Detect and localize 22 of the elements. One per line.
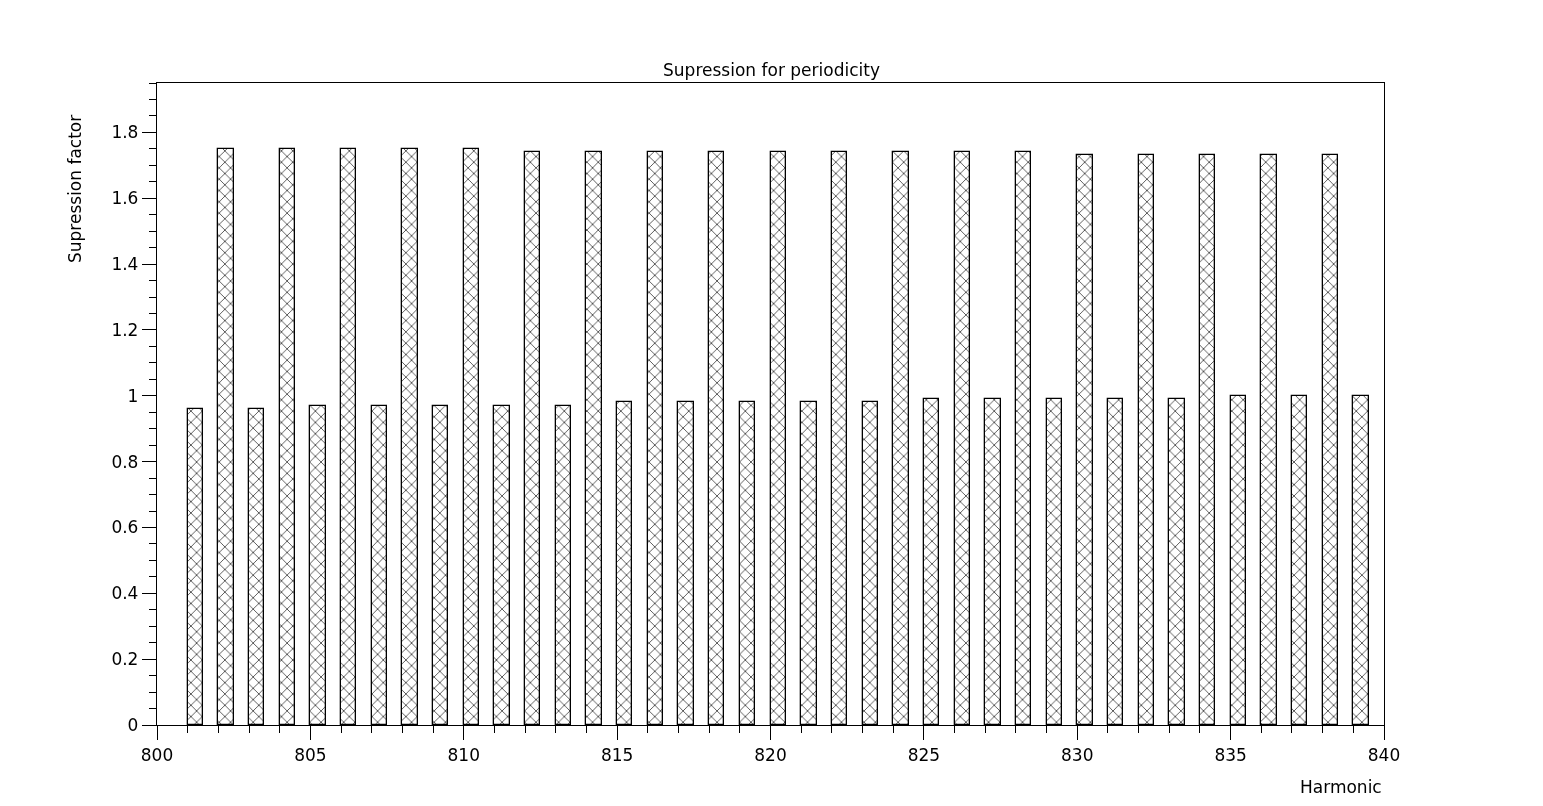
x-tick-label: 825 [907, 744, 941, 765]
y-tick-label: 1.6 [111, 188, 139, 209]
y-tick-label: 0.4 [111, 583, 139, 604]
x-axis-title: Harmonic [1300, 777, 1382, 797]
x-tick-label: 835 [1214, 744, 1247, 765]
y-axis-title: Supression factor [65, 114, 85, 263]
x-tick-label: 830 [1061, 744, 1094, 765]
chart-title: Supression for periodicity [663, 60, 880, 80]
x-tick-label: 805 [294, 744, 327, 765]
x-tick-label: 815 [600, 744, 634, 765]
y-tick-label: 0.6 [111, 517, 139, 538]
x-tick-label: 800 [140, 744, 174, 765]
y-tick-label: 1 [127, 385, 139, 406]
x-tick-label: 820 [754, 744, 787, 765]
x-tick-label: 840 [1367, 744, 1401, 765]
y-tick-label: 0 [127, 714, 139, 735]
y-tick-label: 1.2 [111, 319, 139, 340]
x-tick-label: 810 [447, 744, 480, 765]
y-tick-label: 1.4 [111, 254, 139, 275]
y-tick-label: 1.8 [111, 122, 139, 143]
y-tick-label: 0.2 [111, 649, 139, 670]
y-tick-label: 0.8 [111, 451, 139, 472]
